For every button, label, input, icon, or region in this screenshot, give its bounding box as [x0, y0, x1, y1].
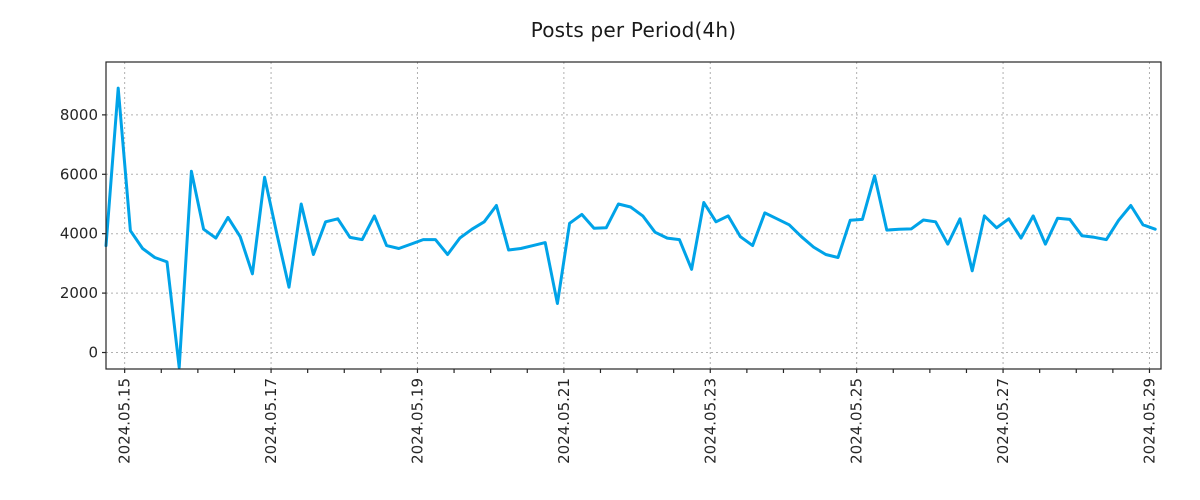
y-axis-tick-label: 2000 — [60, 284, 98, 302]
x-axis-tick-label: 2024.05.19 — [408, 378, 426, 464]
x-axis-tick-label: 2024.05.29 — [1140, 378, 1158, 464]
x-axis-tick-label: 2024.05.23 — [701, 378, 719, 464]
y-axis-tick-label: 4000 — [60, 225, 98, 243]
y-axis-tick-label: 6000 — [60, 165, 98, 183]
x-axis-tick-label: 2024.05.17 — [262, 378, 280, 464]
chart-title: Posts per Period(4h) — [530, 18, 737, 42]
x-axis-tick-label: 2024.05.25 — [848, 378, 866, 464]
x-axis-tick-label: 2024.05.21 — [555, 378, 573, 464]
y-axis-tick-label: 0 — [88, 344, 98, 362]
x-axis-tick-label: 2024.05.15 — [116, 378, 134, 464]
posts-line — [104, 86, 1157, 369]
plot-border — [105, 61, 1162, 370]
x-axis-tick-label: 2024.05.27 — [994, 378, 1012, 464]
y-axis-tick-label: 8000 — [60, 106, 98, 124]
